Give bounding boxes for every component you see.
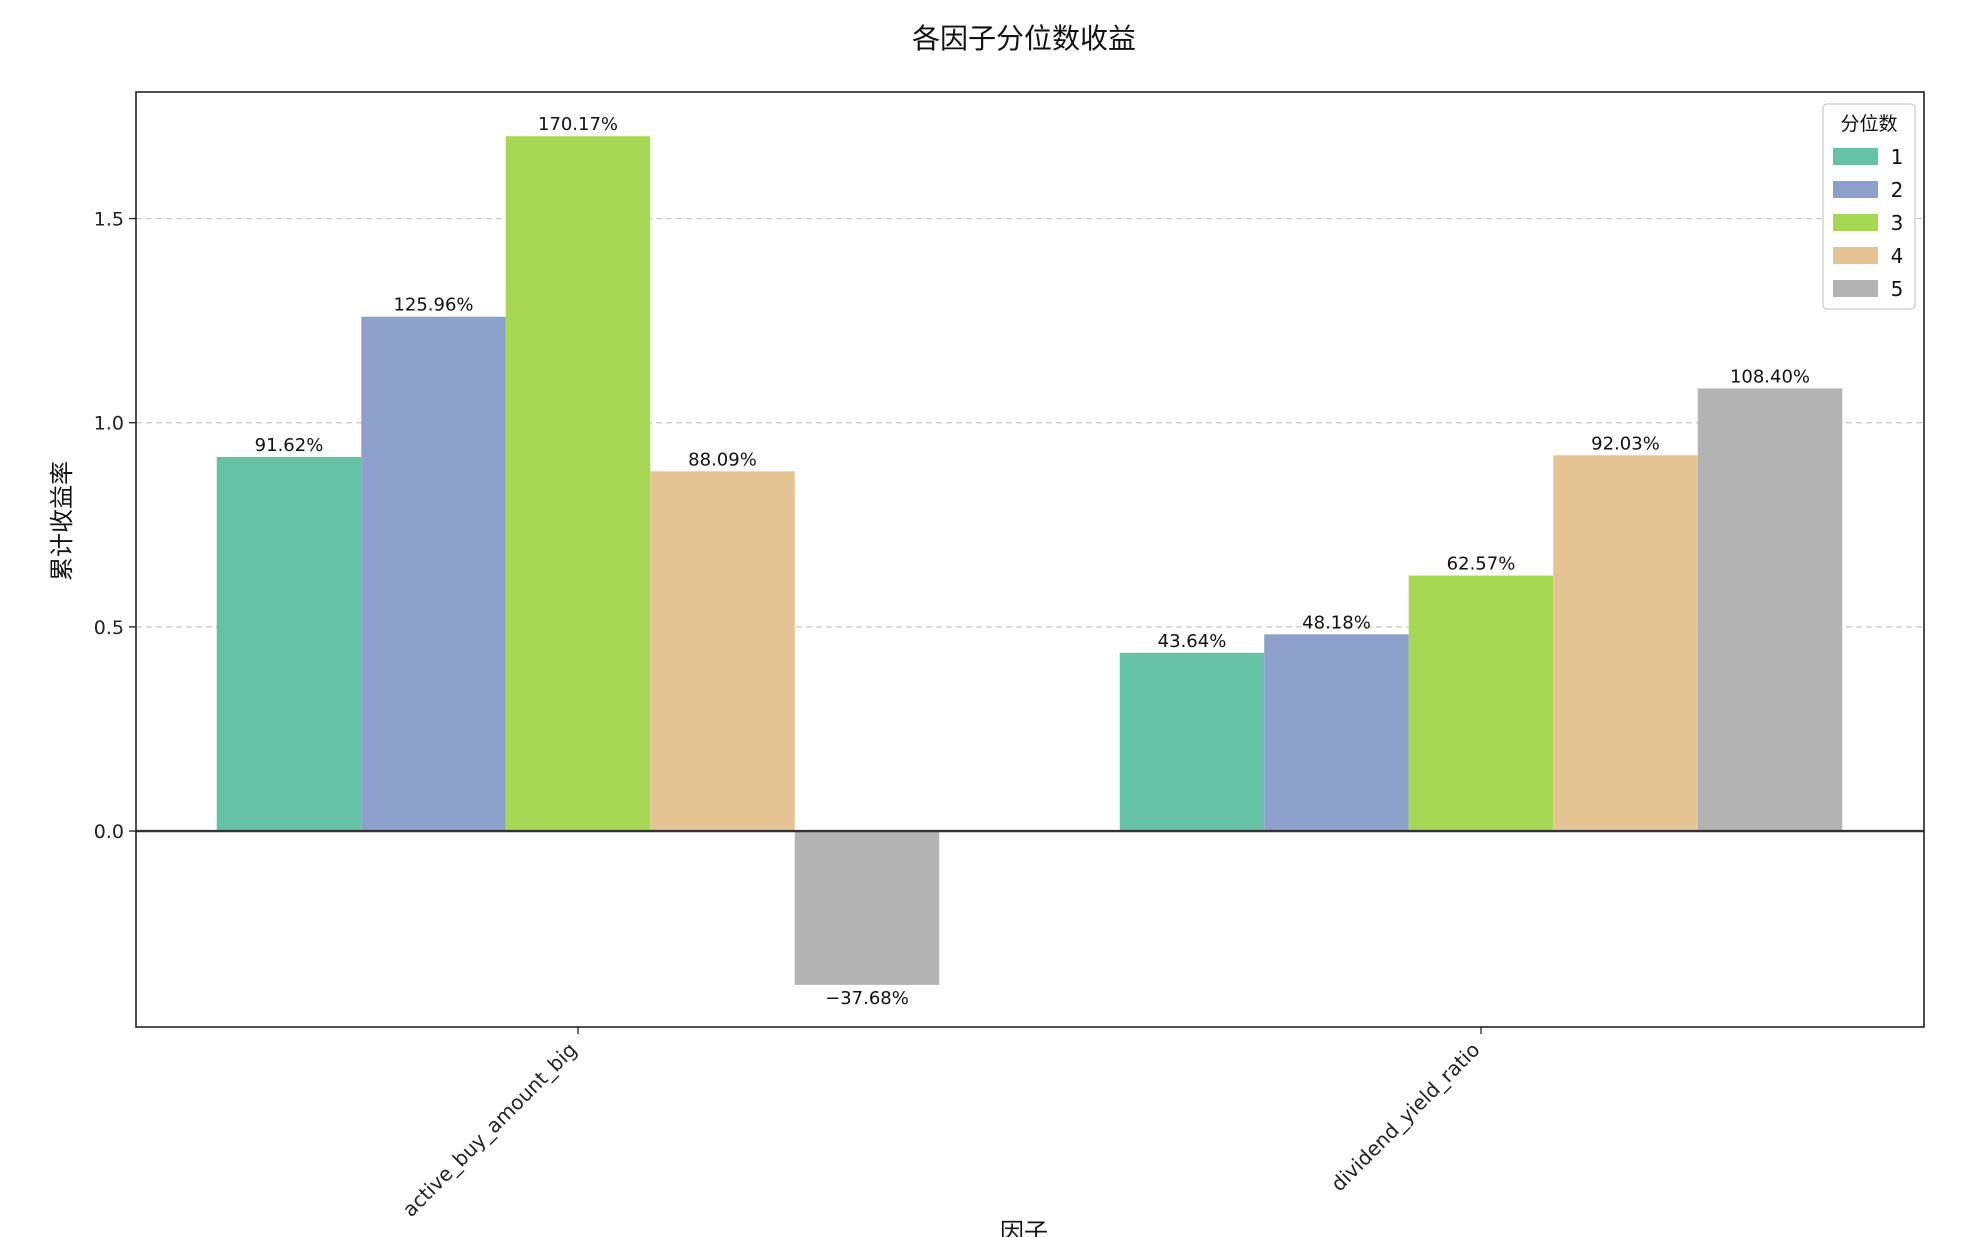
legend-swatch: [1833, 148, 1878, 165]
bar: [1408, 575, 1554, 832]
y-tick-label: 0.0: [94, 821, 124, 843]
bar: [505, 136, 651, 832]
data-label: 125.96%: [393, 295, 473, 316]
bar: [1697, 388, 1843, 832]
legend-title: 分位数: [1840, 113, 1897, 135]
legend-swatch: [1833, 214, 1878, 231]
data-labels: 91.62% 43.64% 125.96% 48.18% 170.17% 62.57% 88…: [255, 114, 1810, 1009]
legend-label: 1: [1891, 145, 1904, 169]
x-axis-label: 因子: [1000, 1218, 1048, 1237]
x-tick-label: active_buy_amount_big: [398, 1038, 582, 1222]
data-label: −37.68%: [825, 988, 909, 1009]
bar: [1119, 652, 1265, 832]
x-tick-label: dividend_yield_ratio: [1326, 1038, 1484, 1196]
y-axis: 0.0 0.5 1.0 1.5: [94, 209, 136, 843]
legend-label: 5: [1891, 277, 1904, 301]
legend: 分位数 1 2 3 4 5: [1822, 103, 1916, 310]
y-tick-label: 1.5: [94, 209, 124, 231]
data-label: 43.64%: [1158, 631, 1227, 652]
legend-label: 4: [1891, 244, 1904, 268]
bar: [650, 471, 795, 832]
bar: [361, 316, 506, 832]
x-axis: active_buy_amount_big dividend_yield_rati…: [398, 1027, 1485, 1222]
data-label: 108.40%: [1730, 366, 1810, 387]
data-label: 91.62%: [255, 435, 324, 456]
data-label: 88.09%: [688, 449, 757, 470]
y-axis-label: 累计收益率: [48, 461, 76, 581]
y-tick-label: 0.5: [94, 617, 124, 639]
legend-swatch: [1833, 280, 1878, 297]
legend-items: 1 2 3 4 5: [1833, 145, 1903, 301]
y-tick-label: 1.0: [94, 413, 124, 435]
data-label: 48.18%: [1302, 612, 1371, 633]
bar: [1264, 634, 1409, 832]
legend-label: 2: [1891, 178, 1904, 202]
plot-frame: [135, 91, 1925, 1028]
bars: [216, 136, 1843, 985]
legend-label: 3: [1891, 211, 1904, 235]
bar: [216, 456, 362, 832]
data-label: 62.57%: [1447, 554, 1516, 575]
bar: [794, 831, 940, 985]
legend-swatch: [1833, 247, 1878, 264]
data-label: 92.03%: [1591, 433, 1660, 454]
legend-swatch: [1833, 181, 1878, 198]
bar: [1553, 455, 1698, 832]
data-label: 170.17%: [538, 114, 618, 135]
chart-title: 各因子分位数收益: [912, 22, 1136, 55]
